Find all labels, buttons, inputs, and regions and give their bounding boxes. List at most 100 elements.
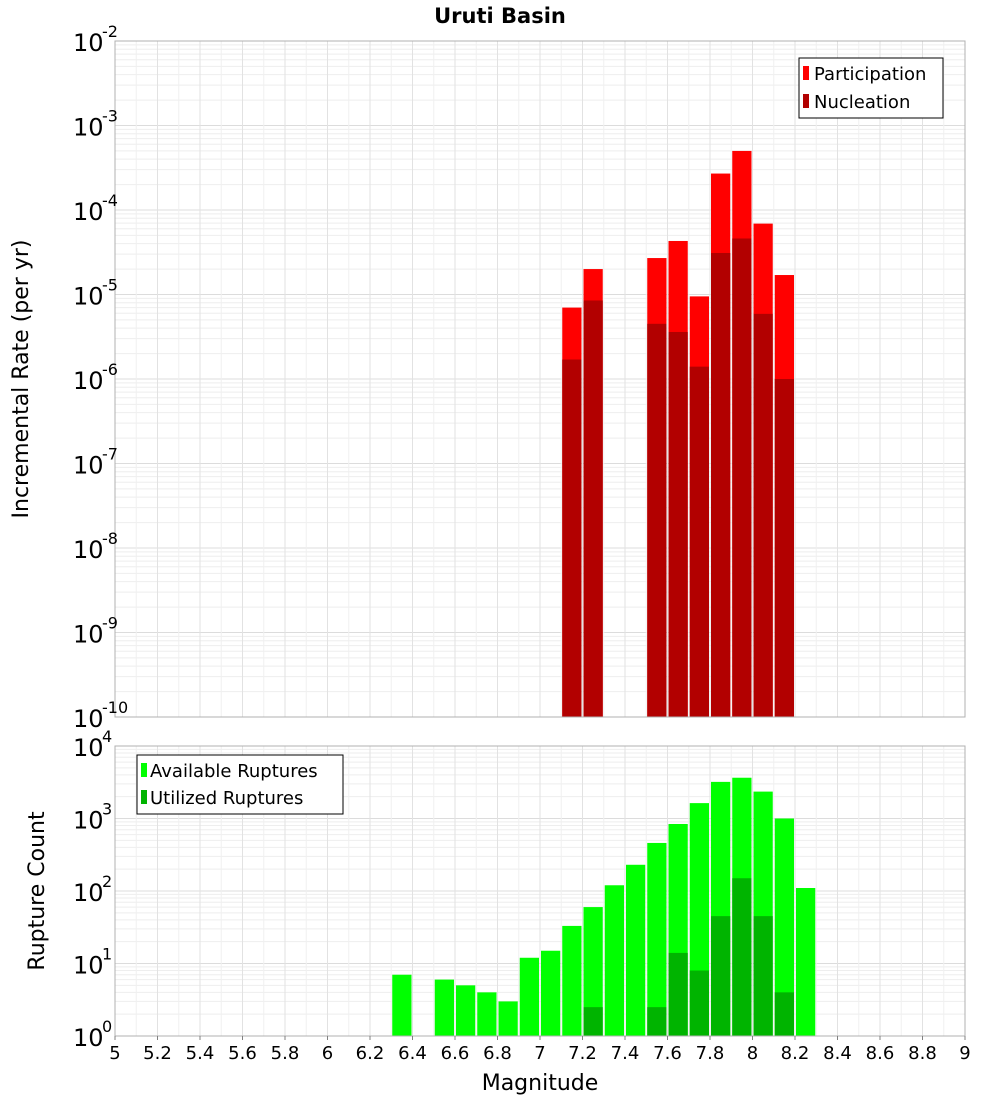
bar-utilized-ruptures-8.05 bbox=[753, 916, 773, 1036]
bar-available-ruptures-6.65 bbox=[456, 985, 476, 1036]
bar-available-ruptures-7.35 bbox=[604, 885, 624, 1036]
bar-available-ruptures-6.95 bbox=[519, 957, 539, 1036]
x-tick-label-8.8: 8.8 bbox=[908, 1043, 937, 1064]
x-tick-label-9: 9 bbox=[959, 1043, 970, 1064]
y-tick-base: 10 bbox=[73, 283, 104, 311]
bar-available-ruptures-7.15 bbox=[562, 925, 582, 1036]
legend-label-participation: Participation bbox=[814, 64, 926, 85]
y-tick-base: 10 bbox=[73, 705, 104, 733]
x-tick-label-6.6: 6.6 bbox=[441, 1043, 470, 1064]
y-tick-base: 10 bbox=[73, 198, 104, 226]
bar-nucleation-7.55 bbox=[647, 323, 667, 717]
x-tick-label-5.4: 5.4 bbox=[186, 1043, 215, 1064]
y-tick-label-1e1: 101 bbox=[73, 945, 112, 980]
y-tick-exponent: -7 bbox=[102, 445, 118, 464]
y-tick-exponent: -8 bbox=[102, 529, 118, 548]
y-tick-label-1e0: 100 bbox=[73, 1017, 112, 1052]
x-tick-label-8.2: 8.2 bbox=[781, 1043, 810, 1064]
bar-utilized-ruptures-8.15 bbox=[774, 992, 794, 1036]
bar-utilized-ruptures-7.65 bbox=[668, 952, 688, 1036]
bar-utilized-ruptures-7.95 bbox=[732, 878, 752, 1036]
bar-nucleation-7.15 bbox=[562, 359, 582, 717]
bar-available-ruptures-7.05 bbox=[541, 950, 561, 1036]
bar-available-ruptures-7.55 bbox=[647, 842, 667, 1036]
top-bars bbox=[562, 150, 794, 718]
x-tick-label-7.4: 7.4 bbox=[611, 1043, 640, 1064]
top-y-axis-label: Incremental Rate (per yr) bbox=[9, 240, 34, 519]
bar-nucleation-7.85 bbox=[711, 252, 731, 718]
y-tick-label-1e-6: 10-6 bbox=[73, 360, 118, 395]
y-tick-base: 10 bbox=[73, 536, 104, 564]
bar-nucleation-7.95 bbox=[732, 238, 752, 718]
x-tick-label-8.6: 8.6 bbox=[866, 1043, 895, 1064]
x-tick-label-5: 5 bbox=[109, 1043, 120, 1064]
x-axis-label: Magnitude bbox=[482, 1071, 599, 1096]
y-tick-base: 10 bbox=[73, 734, 104, 762]
y-tick-base: 10 bbox=[73, 952, 104, 980]
y-tick-exponent: -6 bbox=[102, 360, 118, 379]
y-tick-base: 10 bbox=[73, 29, 104, 57]
x-tick-label-7.6: 7.6 bbox=[653, 1043, 682, 1064]
bottom-legend: Available Ruptures Utilized Ruptures bbox=[136, 754, 344, 815]
legend-label-available: Available Ruptures bbox=[150, 761, 318, 782]
y-tick-label-1e3: 103 bbox=[73, 800, 112, 835]
y-tick-exponent: 1 bbox=[102, 945, 112, 964]
bar-available-ruptures-6.55 bbox=[434, 979, 454, 1036]
bar-nucleation-7.65 bbox=[668, 331, 688, 717]
bar-available-ruptures-6.35 bbox=[392, 974, 412, 1036]
bar-available-ruptures-6.75 bbox=[477, 992, 497, 1036]
x-tick-label-7.8: 7.8 bbox=[696, 1043, 725, 1064]
legend-swatch-participation bbox=[803, 66, 809, 80]
y-tick-label-1e4: 104 bbox=[73, 727, 112, 762]
x-tick-label-6: 6 bbox=[322, 1043, 333, 1064]
legend-label-nucleation: Nucleation bbox=[814, 92, 910, 113]
y-tick-label-1e-5: 10-5 bbox=[73, 276, 118, 311]
y-tick-label-1e-2: 10-2 bbox=[73, 22, 118, 57]
top-grid bbox=[114, 41, 966, 718]
y-tick-base: 10 bbox=[73, 879, 104, 907]
bar-available-ruptures-7.25 bbox=[583, 907, 603, 1036]
legend-swatch-nucleation bbox=[803, 94, 809, 108]
bar-available-ruptures-8.15 bbox=[774, 818, 794, 1036]
top-plot-frame bbox=[114, 40, 966, 718]
y-tick-exponent: 3 bbox=[102, 800, 112, 819]
y-tick-exponent: 4 bbox=[102, 727, 112, 746]
y-tick-base: 10 bbox=[73, 367, 104, 395]
x-tick-label-6.2: 6.2 bbox=[356, 1043, 385, 1064]
bar-utilized-ruptures-7.75 bbox=[689, 970, 709, 1036]
y-tick-base: 10 bbox=[73, 1024, 104, 1052]
top-legend: Participation Nucleation bbox=[798, 57, 944, 119]
legend-label-utilized: Utilized Ruptures bbox=[150, 788, 303, 809]
bottom-bars bbox=[392, 777, 816, 1036]
x-tick-label-7.2: 7.2 bbox=[568, 1043, 597, 1064]
bar-available-ruptures-6.85 bbox=[498, 1001, 518, 1036]
y-tick-label-1e-7: 10-7 bbox=[73, 445, 118, 480]
x-tick-labels: 5 5.2 5.4 5.6 5.8 6 6.2 6.4 6.6 6.8 7 7.2 7.4 7.6 7.8 8… bbox=[109, 1036, 971, 1064]
bar-available-ruptures-7.45 bbox=[626, 864, 646, 1036]
y-tick-exponent: -9 bbox=[102, 614, 118, 633]
top-legend-box bbox=[798, 57, 944, 119]
y-tick-exponent: 2 bbox=[102, 872, 112, 891]
bar-nucleation-8.05 bbox=[753, 313, 773, 717]
bottom-legend-box bbox=[136, 754, 344, 815]
bar-available-ruptures-8.25 bbox=[796, 887, 816, 1036]
bar-utilized-ruptures-7.55 bbox=[647, 1007, 667, 1036]
x-tick-label-6.8: 6.8 bbox=[483, 1043, 512, 1064]
legend-swatch-available bbox=[141, 763, 147, 777]
bar-nucleation-7.25 bbox=[583, 300, 603, 717]
bar-nucleation-7.75 bbox=[689, 366, 709, 717]
y-tick-label-1e-3: 10-3 bbox=[73, 107, 118, 142]
y-tick-exponent: -5 bbox=[102, 276, 118, 295]
y-tick-exponent: -3 bbox=[102, 107, 118, 126]
y-tick-base: 10 bbox=[73, 807, 104, 835]
y-tick-exponent: -2 bbox=[102, 22, 118, 41]
bottom-y-axis-label: Rupture Count bbox=[25, 811, 50, 971]
bar-utilized-ruptures-7.85 bbox=[711, 916, 731, 1036]
chart-title: Uruti Basin bbox=[434, 4, 566, 28]
legend-swatch-utilized bbox=[141, 790, 147, 804]
